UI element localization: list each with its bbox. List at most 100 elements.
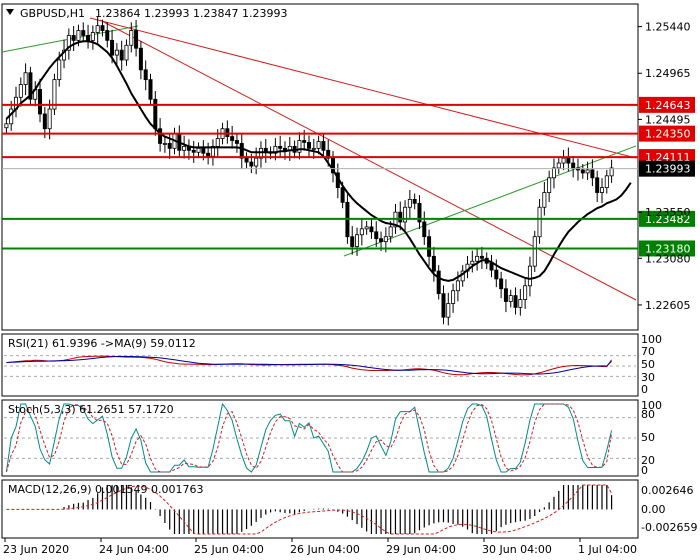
candle-body <box>388 226 393 238</box>
candle-body <box>4 123 9 129</box>
candle-body <box>542 192 547 208</box>
macd-scale-label: 0.002646 <box>641 484 694 497</box>
candle-body <box>585 169 590 174</box>
candle-body <box>503 288 508 302</box>
candle-body <box>566 157 571 164</box>
candle-body <box>119 49 124 61</box>
macd-signal-line <box>6 484 613 535</box>
trendline-red-steep <box>99 19 637 301</box>
rsi-scale-label: 0 <box>641 383 648 396</box>
candle-body <box>71 35 76 41</box>
candle-body <box>340 187 345 203</box>
candle-body <box>398 211 403 223</box>
candle-body <box>527 265 532 287</box>
candle-body <box>244 157 249 163</box>
current-price-box <box>639 160 695 177</box>
candle-body <box>215 138 220 147</box>
level-label-box <box>639 125 695 142</box>
macd-label: MACD(12,26,9) 0.001549 0.001763 <box>8 483 204 496</box>
time-tick-label: 25 Jun 04:00 <box>194 543 264 556</box>
candle-body <box>114 49 119 56</box>
candle-body <box>355 234 360 247</box>
candle-body <box>479 255 484 259</box>
macd-scale-label: 0.00 <box>641 503 666 516</box>
time-tick-label: 26 Jun 04:00 <box>290 543 360 556</box>
candle-body <box>81 30 86 36</box>
candle-body <box>90 32 95 41</box>
candle-body <box>451 290 456 304</box>
moving-average-line <box>5 40 632 282</box>
candle-body <box>302 140 307 143</box>
price-tick-label: 1.23550 <box>645 206 691 219</box>
current-price-label: 1.23993 <box>645 163 691 176</box>
candle-body <box>374 231 379 240</box>
level-lines: 1.246431.243501.241111.234821.231801.239… <box>2 96 695 257</box>
candle-body <box>359 228 364 236</box>
time-tick-label: 23 Jun 2020 <box>3 543 69 556</box>
level-label: 1.24643 <box>645 99 691 112</box>
rsi-panel <box>1 333 639 397</box>
candle-body <box>66 35 71 51</box>
candle-body <box>167 143 172 149</box>
price-tick-label: 1.25440 <box>645 21 691 34</box>
level-label: 1.23180 <box>645 242 691 255</box>
rsi-scale-label: 100 <box>641 333 662 346</box>
candle-body <box>86 35 91 41</box>
candle-body <box>162 143 167 145</box>
candle-body <box>297 140 302 153</box>
candle-body <box>379 238 384 243</box>
ohlc-label: 1.23864 1.23993 1.23847 1.23993 <box>95 7 287 20</box>
candle-body <box>254 157 259 167</box>
candle-body <box>196 147 201 153</box>
candle-body <box>494 269 499 280</box>
candle-body <box>599 187 604 193</box>
candle-body <box>326 149 331 159</box>
price-tick-label: 1.23080 <box>645 252 691 265</box>
candle-body <box>407 198 412 208</box>
candle-body <box>249 161 254 167</box>
candle-body <box>499 278 504 290</box>
macd-scale-label: -0.002659 <box>641 521 697 534</box>
candle-body <box>436 270 441 295</box>
candle-body <box>206 152 211 157</box>
symbol-label: GBPUSD,H1 <box>20 7 85 20</box>
candle-body <box>350 236 355 247</box>
price-tick-label: 1.24495 <box>645 113 691 126</box>
candle-body <box>403 206 408 223</box>
candle-body <box>182 145 187 151</box>
candle-body <box>76 30 81 41</box>
stoch-scale-label: 20 <box>641 454 655 467</box>
candle-body <box>278 145 283 149</box>
candle-body <box>427 236 432 257</box>
candle-body <box>42 113 47 130</box>
candle-body <box>234 140 239 144</box>
candle-body <box>518 299 523 308</box>
candle-body <box>595 177 600 193</box>
candle-body <box>311 147 316 150</box>
candle-body <box>475 255 480 262</box>
level-label-box <box>639 96 695 113</box>
candle-body <box>431 255 436 272</box>
candle-body <box>148 79 153 100</box>
candle-body <box>604 175 609 189</box>
time-tick-label: 24 Jun 04:00 <box>99 543 169 556</box>
candle-body <box>191 149 196 153</box>
stoch-label: Stoch(5,3,3) 61.2651 57.1720 <box>8 403 174 416</box>
time-tick-label: 29 Jun 04:00 <box>386 543 456 556</box>
stoch-k-line <box>5 402 613 473</box>
candle-body <box>537 206 542 238</box>
level-label: 1.23482 <box>645 213 691 226</box>
candle-body <box>532 236 537 267</box>
candle-body <box>455 280 460 292</box>
candle-body <box>561 157 566 164</box>
stoch-scale-label: 50 <box>641 431 655 444</box>
candle-body <box>105 30 110 41</box>
stoch-d-line <box>5 403 613 473</box>
price-axis: 1.25440 1.24965 1.24495 1.23550 1.23080 1.226… <box>638 21 691 312</box>
candle-body <box>364 226 369 230</box>
candle-body <box>306 142 311 149</box>
candle-body <box>441 293 446 318</box>
candle-body <box>134 30 139 49</box>
time-axis: 23 Jun 2020 24 Jun 04:00 25 Jun 04:00 26 Ju… <box>3 538 637 556</box>
